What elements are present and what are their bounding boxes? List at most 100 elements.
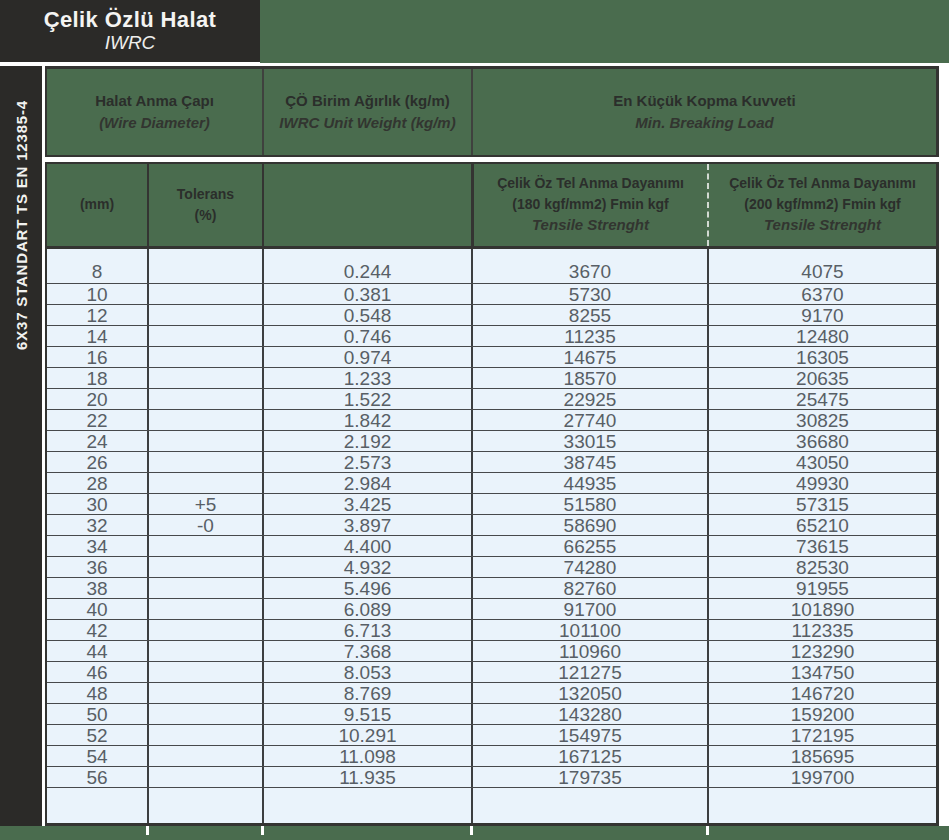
unit-weight-cell: 4.932 [262, 557, 471, 577]
diameter-cell: 54 [47, 746, 147, 766]
standard-label: 6X37 STANDART TS EN 12385-4 [13, 100, 30, 350]
subheader-label: Tensile Strenght [764, 216, 881, 235]
diameter-cell: 42 [47, 620, 147, 640]
tolerance-cell [147, 662, 262, 682]
diameter-cell: 44 [47, 641, 147, 661]
breaking-load-180-cell: 22925 [471, 389, 707, 409]
breaking-load-200-cell: 25475 [707, 389, 936, 409]
breaking-load-200-cell: 159200 [707, 704, 936, 724]
diameter-cell: 26 [47, 452, 147, 472]
breaking-load-200-cell: 112335 [707, 620, 936, 640]
header-subtitle: (Wire Diameter) [99, 114, 210, 133]
tolerance-cell [147, 683, 262, 703]
standard-sidebar: 6X37 STANDART TS EN 12385-4 [0, 66, 42, 826]
tolerance-cell: -0 [147, 515, 262, 535]
breaking-load-200-cell: 73615 [707, 536, 936, 556]
subheader-label: (180 kgf/mm2) Fmin kgf [512, 196, 668, 214]
breaking-load-180-cell: 51580 [471, 494, 707, 514]
tolerance-cell [147, 599, 262, 619]
breaking-load-180-cell: 132050 [471, 683, 707, 703]
page-title: Çelik Özlü Halat [44, 8, 217, 32]
tolerance-cell [147, 284, 262, 304]
table-row: 426.713101100112335 [47, 619, 936, 640]
breaking-load-180-cell: 27740 [471, 410, 707, 430]
table-row: 242.1923301536680 [47, 430, 936, 451]
diameter-cell: 14 [47, 326, 147, 346]
unit-weight-cell: 0.244 [262, 249, 471, 283]
unit-weight-cell: 2.573 [262, 452, 471, 472]
tolerance-cell [147, 704, 262, 724]
unit-weight-cell: 11.935 [262, 767, 471, 787]
top-accent-strip [260, 0, 949, 63]
spec-table: Halat Anma Çapı (Wire Diameter) ÇÖ Birim… [45, 66, 939, 826]
tolerance-cell [147, 473, 262, 493]
breaking-load-180-cell: 179735 [471, 767, 707, 787]
subheader-label: Çelik Öz Tel Anma Dayanımı [497, 175, 684, 193]
breaking-load-180-cell: 18570 [471, 368, 707, 388]
unit-weight-cell: 9.515 [262, 704, 471, 724]
breaking-load-180-cell: 101100 [471, 620, 707, 640]
page-subtitle: IWRC [105, 33, 156, 54]
diameter-cell: 20 [47, 389, 147, 409]
tolerance-cell [147, 389, 262, 409]
diameter-cell: 8 [47, 249, 147, 283]
header-unit-weight: ÇÖ Birim Ağırlık (kg/m) IWRC Unit Weight… [262, 69, 471, 155]
column-tick [146, 826, 149, 835]
diameter-cell: 48 [47, 683, 147, 703]
tolerance-cell [147, 326, 262, 346]
table-row: 447.368110960123290 [47, 640, 936, 661]
column-tick [261, 826, 264, 835]
breaking-load-180-cell: 3670 [471, 249, 707, 283]
breaking-load-180-cell: 14675 [471, 347, 707, 367]
tolerance-cell [147, 788, 262, 823]
tolerance-cell [147, 620, 262, 640]
diameter-cell: 50 [47, 704, 147, 724]
header-wire-diameter: Halat Anma Çapı (Wire Diameter) [47, 69, 262, 155]
subheader-mm: (mm) [47, 164, 147, 246]
table-row: 509.515143280159200 [47, 703, 936, 724]
diameter-cell: 36 [47, 557, 147, 577]
breaking-load-180-cell: 38745 [471, 452, 707, 472]
breaking-load-200-cell: 6370 [707, 284, 936, 304]
unit-weight-cell: 8.769 [262, 683, 471, 703]
tolerance-cell [147, 725, 262, 745]
table-row: 488.769132050146720 [47, 682, 936, 703]
header-breaking-load: En Küçük Kopma Kuvveti Min. Breaking Loa… [471, 69, 936, 155]
product-title-box: Çelik Özlü Halat IWRC [0, 0, 260, 62]
subheader-label: Çelik Öz Tel Anma Dayanımı [729, 175, 916, 193]
bottom-accent-strip [0, 826, 949, 840]
table-row: 364.9327428082530 [47, 556, 936, 577]
subheader-label: (mm) [80, 196, 114, 214]
table-row: 100.38157306370 [47, 283, 936, 304]
subheader-load-200: Çelik Öz Tel Anma Dayanımı (200 kgf/mm2)… [707, 164, 936, 246]
unit-weight-cell: 0.548 [262, 305, 471, 325]
diameter-cell: 22 [47, 410, 147, 430]
breaking-load-200-cell: 65210 [707, 515, 936, 535]
breaking-load-200-cell: 49930 [707, 473, 936, 493]
diameter-cell: 10 [47, 284, 147, 304]
tolerance-cell [147, 305, 262, 325]
table-row: 80.24436704075 [47, 249, 936, 283]
tolerance-cell [147, 767, 262, 787]
unit-weight-cell: 10.291 [262, 725, 471, 745]
table-row: 30+53.4255158057315 [47, 493, 936, 514]
unit-weight-cell: 4.400 [262, 536, 471, 556]
diameter-cell: 34 [47, 536, 147, 556]
table-header-sub: (mm) Tolerans (%) Çelik Öz Tel Anma Daya… [45, 162, 939, 249]
diameter-cell: 52 [47, 725, 147, 745]
column-tick [706, 826, 709, 835]
diameter-cell: 24 [47, 431, 147, 451]
header-title: ÇÖ Birim Ağırlık (kg/m) [285, 92, 449, 111]
diameter-cell: 40 [47, 599, 147, 619]
table-row: 160.9741467516305 [47, 346, 936, 367]
unit-weight-cell: 1.842 [262, 410, 471, 430]
breaking-load-200-cell: 123290 [707, 641, 936, 661]
catalog-page: Çelik Özlü Halat IWRC 6X37 STANDART TS E… [0, 0, 949, 840]
tolerance-cell [147, 347, 262, 367]
subheader-label: Tolerans [177, 186, 234, 204]
table-row: 344.4006625573615 [47, 535, 936, 556]
unit-weight-cell: 5.496 [262, 578, 471, 598]
breaking-load-180-cell: 91700 [471, 599, 707, 619]
table-row: 5411.098167125185695 [47, 745, 936, 766]
tolerance-cell [147, 249, 262, 283]
